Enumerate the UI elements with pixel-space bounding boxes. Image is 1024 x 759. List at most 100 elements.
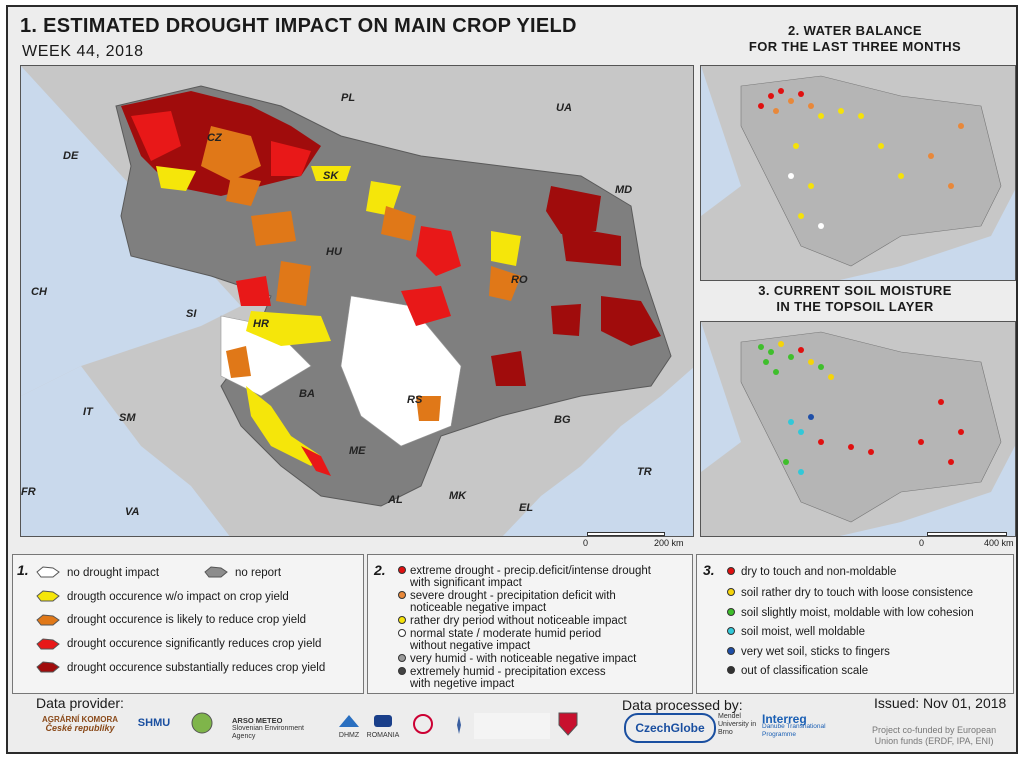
soil-moisture-dots bbox=[758, 341, 964, 475]
inset-soil-title: 3. CURRENT SOIL MOISTURE IN THE TOPSOIL … bbox=[696, 283, 1014, 315]
country-label-cz: CZ bbox=[207, 132, 222, 144]
country-label-me: ME bbox=[349, 445, 366, 457]
dhmz-logo: DHMZ bbox=[332, 713, 366, 740]
arso-line2: Slovenian Environment Agency bbox=[232, 725, 304, 740]
inset-scale-start: 0 bbox=[919, 538, 925, 548]
country-label-si: SI bbox=[186, 308, 197, 320]
legend2-text-1-1: severe drought - precipitation deficit w… bbox=[410, 590, 616, 602]
legend1-label-1: no report bbox=[235, 567, 282, 579]
country-label-el: EL bbox=[519, 502, 534, 514]
ministry-emblem-icon bbox=[191, 712, 213, 734]
data-provider-label: Data provider: bbox=[36, 695, 124, 711]
country-label-md: MD bbox=[615, 184, 633, 196]
legend3-dot-3 bbox=[727, 627, 735, 635]
country-label-rs: RS bbox=[407, 394, 423, 406]
main-drought-map: PL UA DE CZ SK MD HU RO CH SI HR BA RS I… bbox=[20, 65, 694, 537]
legend1-label-4: drought occurence significantly reduces … bbox=[67, 638, 322, 650]
main-scale-bar bbox=[587, 532, 665, 536]
country-label-it: IT bbox=[83, 406, 93, 418]
coat-of-arms-icon bbox=[558, 712, 578, 736]
country-label-fr: FR bbox=[21, 486, 36, 498]
romania-100-logo bbox=[404, 713, 442, 741]
legend1-number: 1. bbox=[17, 562, 29, 578]
czechglobe-logo: CzechGlobe bbox=[624, 713, 716, 743]
legend3-label-4: very wet soil, sticks to fingers bbox=[741, 646, 890, 658]
water-balance-graphic bbox=[701, 66, 1015, 280]
dhmz-emblem-icon bbox=[339, 715, 359, 727]
legend-water-balance: 2. extreme drought - precip.deficit/inte… bbox=[367, 554, 693, 694]
main-map-graphic bbox=[21, 66, 693, 536]
country-label-ba: BA bbox=[299, 388, 315, 400]
dhmz-text: DHMZ bbox=[338, 732, 360, 739]
legend1-label-2: drougth occurence w/o impact on crop yie… bbox=[67, 591, 289, 603]
inset-water-title: 2. WATER BALANCE FOR THE LAST THREE MONT… bbox=[696, 23, 1014, 55]
legend2-text-0-2: with significant impact bbox=[410, 577, 522, 589]
legend3-label-1: soil rather dry to touch with loose cons… bbox=[741, 587, 974, 599]
legend3-number: 3. bbox=[703, 562, 715, 578]
mendel-logo: Mendel University in Brno bbox=[718, 713, 757, 736]
country-label-de: DE bbox=[63, 150, 79, 162]
shmu-logo: SHMU bbox=[137, 717, 171, 729]
legend2-dot-0 bbox=[398, 566, 406, 574]
country-label-va: VA bbox=[125, 506, 140, 518]
rhmz-logo bbox=[474, 713, 550, 739]
funding-note: Project co-funded by European Union fund… bbox=[872, 725, 996, 747]
legend2-dot-1 bbox=[398, 591, 406, 599]
country-label-ua: UA bbox=[556, 102, 572, 114]
main-scale-start: 0 bbox=[583, 538, 589, 548]
agrarni-line2: České republiky bbox=[45, 723, 115, 733]
legend2-text-2-1: rather dry period without noticeable imp… bbox=[410, 615, 627, 627]
legend2-dot-5 bbox=[398, 667, 406, 675]
legend3-dot-2 bbox=[727, 608, 735, 616]
legend2-text-5-1: extremely humid - precipitation excess bbox=[410, 666, 606, 678]
legend1-swatch-0 bbox=[36, 566, 60, 578]
meteo-romania-logo: ROMANIA bbox=[366, 713, 400, 740]
legend1-label-0: no drought impact bbox=[67, 567, 160, 579]
inset-scale-bar bbox=[927, 532, 1007, 536]
legend2-text-4-1: very humid - with noticeable negative im… bbox=[410, 653, 637, 665]
country-label-bg: BG bbox=[554, 414, 571, 426]
legend1-swatch-2 bbox=[36, 590, 60, 602]
compass-icon bbox=[457, 716, 461, 734]
legend2-text-3-1: normal state / moderate humid period bbox=[410, 628, 602, 640]
legend1-swatch-1 bbox=[204, 566, 228, 578]
legend3-label-5: out of classification scale bbox=[741, 665, 869, 677]
legend3-dot-5 bbox=[727, 666, 735, 674]
republika-srpska-logo bbox=[554, 711, 582, 740]
arso-logo: ARSO METEO Slovenian Environment Agency bbox=[232, 717, 328, 741]
legend3-label-3: soil moist, well moldable bbox=[741, 626, 865, 638]
legend2-dot-4 bbox=[398, 654, 406, 662]
legend2-dot-2 bbox=[398, 616, 406, 624]
country-label-hu: HU bbox=[326, 246, 342, 258]
week-label: WEEK 44, 2018 bbox=[22, 43, 144, 60]
inset-scale-end: 400 km bbox=[984, 538, 1014, 548]
arso-line1: ARSO METEO bbox=[232, 716, 283, 725]
inset-soil-title-line2: IN THE TOPSOIL LAYER bbox=[776, 299, 934, 314]
funding-line1: Project co-funded by European bbox=[872, 725, 997, 735]
main-scale-end: 200 km bbox=[654, 538, 684, 548]
legend1-label-5: drought occurence substantially reduces … bbox=[67, 662, 326, 674]
legend3-dot-4 bbox=[727, 647, 735, 655]
country-label-mk: MK bbox=[449, 490, 467, 502]
meteo-romania-emblem-icon bbox=[374, 715, 392, 727]
legend2-text-3-2: without negative impact bbox=[410, 640, 531, 652]
water-balance-dots bbox=[758, 88, 964, 229]
legend3-label-2: soil slightly moist, moldable with low c… bbox=[741, 607, 974, 619]
interreg-sub: Danube Transnational Programme bbox=[762, 723, 826, 738]
legend-soil-moisture: 3. dry to touch and non-moldable soil ra… bbox=[696, 554, 1014, 694]
inset-water-title-line1: 2. WATER BALANCE bbox=[788, 23, 922, 38]
legend2-text-5-2: with negetive impact bbox=[410, 678, 515, 690]
legend1-swatch-5 bbox=[36, 661, 60, 673]
inset-water-title-line2: FOR THE LAST THREE MONTHS bbox=[748, 39, 962, 54]
interreg-logo: Interreg Danube Transnational Programme bbox=[762, 713, 858, 739]
country-label-hr: HR bbox=[253, 318, 269, 330]
country-label-sm: SM bbox=[119, 412, 136, 424]
country-label-ro: RO bbox=[511, 274, 528, 286]
legend2-text-0-1: extreme drought - precip.deficit/intense… bbox=[410, 565, 651, 577]
country-label-sk: SK bbox=[323, 170, 339, 182]
legend1-swatch-4 bbox=[36, 638, 60, 650]
romania-100-emblem-icon bbox=[413, 714, 433, 734]
agrarni-komora-logo: AGRÁRNÍ KOMORA České republiky bbox=[34, 716, 126, 733]
legend2-text-1-2: noticeable negative impact bbox=[410, 602, 547, 614]
country-label-pl: PL bbox=[341, 92, 356, 104]
